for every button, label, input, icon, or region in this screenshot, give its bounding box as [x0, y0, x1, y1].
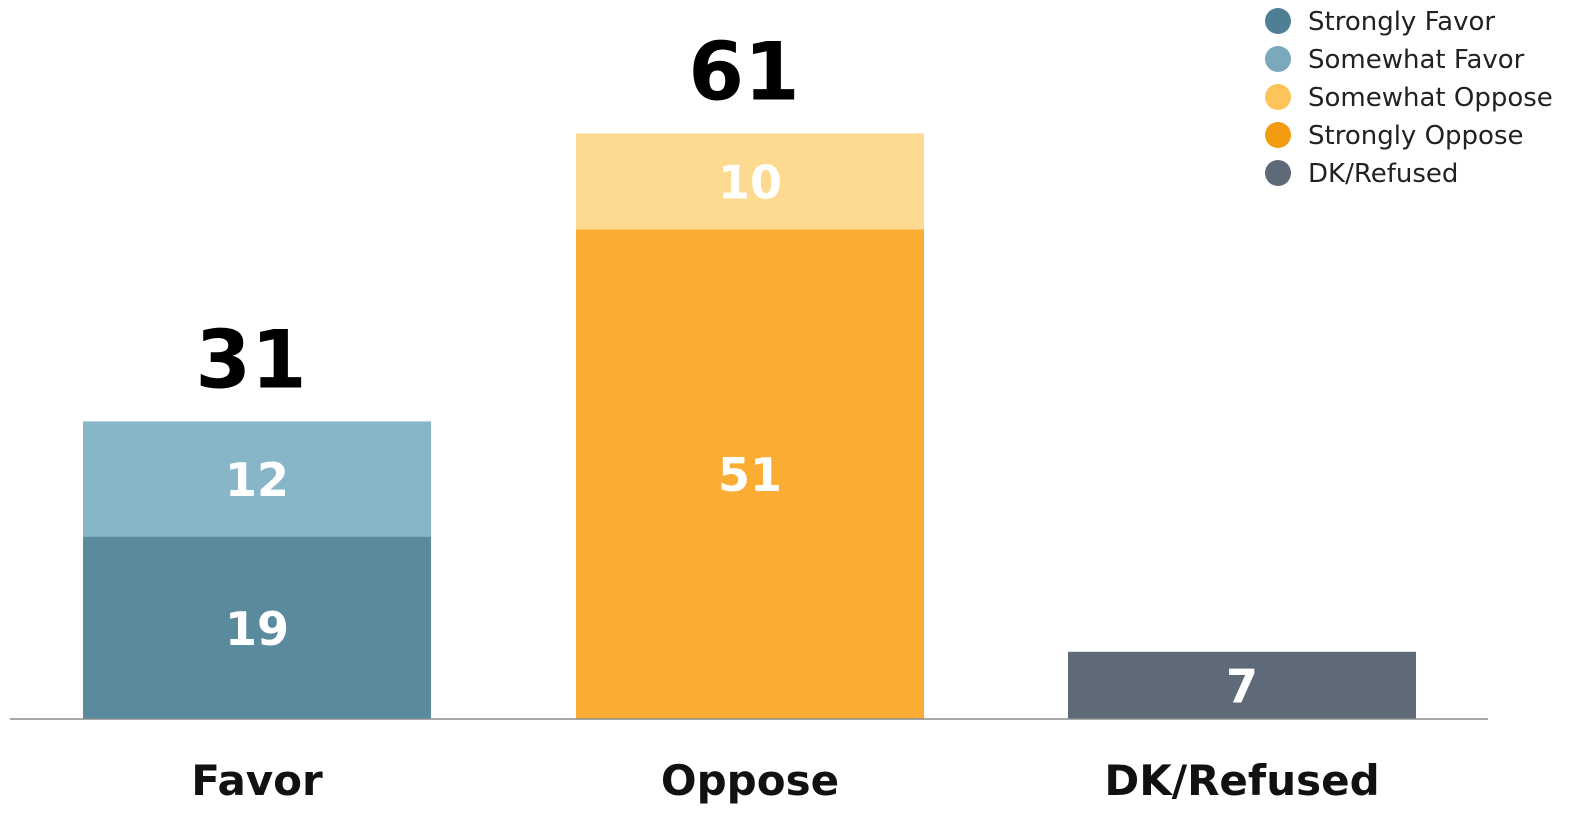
data-label-dk-refused-dk-refused: 7 — [1226, 659, 1258, 713]
data-label-favor-strongly-favor: 19 — [225, 602, 289, 656]
segment-labels-group: 19 12 51 10 7 — [225, 155, 1258, 713]
data-label-favor-somewhat-favor: 12 — [225, 453, 289, 507]
category-labels-group: Favor Oppose DK/Refused — [191, 756, 1379, 805]
legend-label-strongly-oppose: Strongly Oppose — [1308, 121, 1524, 151]
bar-favor-somewhat-favor — [83, 421, 431, 537]
legend-marker-somewhat-oppose — [1265, 84, 1291, 110]
data-label-oppose-strongly-oppose: 51 — [718, 448, 782, 502]
data-label-oppose-somewhat-oppose: 10 — [718, 155, 782, 209]
total-label-oppose: 61 — [688, 25, 799, 118]
bar-dk-refused-dk-refused — [1068, 651, 1416, 719]
bar-oppose-somewhat-oppose — [576, 133, 924, 230]
legend-label-dk-refused: DK/Refused — [1308, 159, 1458, 189]
legend-marker-dk-refused — [1265, 160, 1291, 186]
bars-group — [83, 133, 1416, 719]
legend-marker-strongly-oppose — [1265, 122, 1291, 148]
bar-favor-strongly-favor — [83, 536, 431, 719]
total-labels-group: 31 61 — [195, 25, 799, 406]
category-label-favor: Favor — [191, 756, 323, 805]
legend-marker-somewhat-favor — [1265, 46, 1291, 72]
category-label-oppose: Oppose — [661, 756, 839, 805]
legend: Strongly Favor Somewhat Favor Somewhat Opp… — [1265, 7, 1553, 189]
legend-marker-strongly-favor — [1265, 8, 1291, 34]
category-label-dk-refused: DK/Refused — [1104, 756, 1379, 805]
total-label-favor: 31 — [195, 313, 306, 406]
bar-oppose-strongly-oppose — [576, 229, 924, 719]
legend-label-somewhat-oppose: Somewhat Oppose — [1308, 83, 1553, 113]
legend-label-somewhat-favor: Somewhat Favor — [1308, 45, 1525, 75]
legend-label-strongly-favor: Strongly Favor — [1308, 7, 1495, 37]
